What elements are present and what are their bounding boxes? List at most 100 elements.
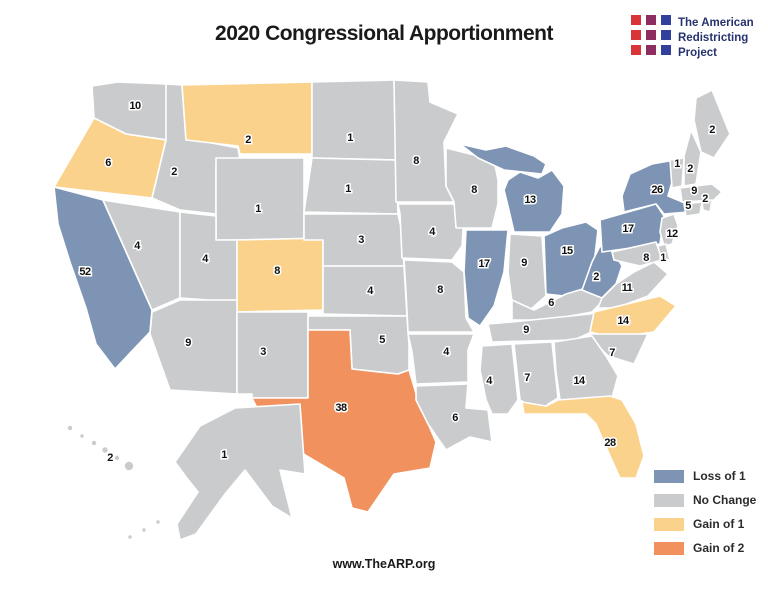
state-nd	[311, 79, 397, 161]
state-seats-label-ca: 52	[79, 266, 91, 278]
state-seats-label-nj: 12	[666, 228, 678, 240]
state-seats-label-in: 9	[521, 257, 527, 269]
logo-text: The American Redistricting Project	[678, 15, 754, 61]
state-seats-label-ks: 4	[367, 285, 374, 297]
state-ct	[683, 201, 703, 217]
state-seats-label-ct: 5	[685, 200, 691, 212]
state-nm	[236, 311, 309, 399]
state-seats-label-ia: 4	[429, 226, 436, 238]
state-seats-label-or: 6	[105, 157, 111, 169]
state-md	[611, 241, 663, 267]
state-seats-label-ak: 1	[221, 449, 227, 461]
state-ak-island	[154, 518, 162, 526]
state-seats-label-md: 8	[643, 252, 649, 264]
state-la	[415, 383, 493, 451]
logo-square	[646, 15, 656, 25]
logo-square	[661, 15, 671, 25]
state-seats-label-tx: 38	[335, 402, 347, 414]
logo-line-2: Redistricting	[678, 32, 749, 44]
state-va	[597, 261, 669, 309]
map-legend: Loss of 1 No Change Gain of 1 Gain of 2	[654, 464, 756, 560]
legend-swatch-nochange	[654, 493, 684, 507]
legend-label-gain1: Gain of 1	[693, 517, 745, 531]
state-seats-label-az: 9	[185, 337, 191, 349]
logo-square	[661, 45, 671, 55]
state-nh	[683, 129, 702, 187]
state-seats-label-il: 17	[478, 258, 490, 270]
footer-url: www.TheARP.org	[332, 557, 436, 571]
state-ak	[174, 403, 306, 541]
state-seats-label-mn: 8	[413, 155, 419, 167]
state-seats-label-ri: 2	[702, 193, 708, 205]
state-seats-label-pa: 17	[622, 223, 634, 235]
state-ga	[553, 335, 619, 401]
logo-square	[631, 30, 641, 40]
state-seats-label-nv: 4	[134, 240, 141, 252]
legend-item-gain2: Gain of 2	[654, 536, 756, 560]
legend-item-nochange: No Change	[654, 488, 756, 512]
state-vt	[669, 157, 685, 189]
state-seats-label-mi: 13	[524, 194, 536, 206]
logo-square	[646, 30, 656, 40]
state-seats-label-mo: 8	[437, 284, 443, 296]
state-mo	[403, 259, 475, 333]
state-seats-label-la: 6	[452, 412, 458, 424]
state-seats-label-nc: 14	[617, 315, 630, 327]
state-seats-label-fl: 28	[604, 437, 616, 449]
state-al	[513, 341, 559, 411]
state-seats-label-ar: 4	[443, 346, 450, 358]
state-seats-label-ky: 6	[548, 297, 554, 309]
state-seats-label-ut: 4	[202, 253, 209, 265]
state-seats-label-sd: 1	[345, 183, 351, 195]
state-hi-island	[113, 454, 121, 462]
state-seats-label-ma: 9	[691, 185, 697, 197]
state-co	[236, 237, 324, 313]
legend-swatch-gain2	[654, 541, 684, 555]
legend-item-loss1: Loss of 1	[654, 464, 756, 488]
state-seats-label-de: 1	[660, 252, 666, 264]
state-seats-label-wy: 1	[255, 203, 261, 215]
state-hi-island	[78, 432, 86, 440]
legend-swatch-loss1	[654, 469, 684, 483]
state-fl	[521, 395, 645, 479]
state-il	[463, 229, 509, 327]
state-az	[149, 299, 238, 395]
logo-square	[631, 15, 641, 25]
state-ar	[407, 333, 475, 385]
state-mi	[459, 143, 565, 233]
state-ma	[679, 183, 723, 203]
legend-swatch-gain1	[654, 517, 684, 531]
state-seats-label-ny: 26	[651, 184, 663, 196]
state-nc	[589, 295, 677, 339]
state-ms	[479, 343, 519, 415]
state-seats-label-va: 11	[622, 282, 633, 294]
state-sd	[303, 157, 399, 215]
logo-square	[661, 30, 671, 40]
state-seats-label-hi: 2	[107, 452, 113, 464]
state-seats-label-wi: 8	[471, 184, 477, 196]
page-title: 2020 Congressional Apportionment	[215, 22, 553, 45]
state-seats-label-ga: 14	[573, 375, 586, 387]
legend-label-nochange: No Change	[693, 493, 757, 507]
state-me	[693, 89, 731, 159]
logo-square	[631, 45, 641, 55]
state-seats-label-wv: 2	[593, 271, 599, 283]
state-seats-label-co: 8	[274, 265, 280, 277]
state-hi-island	[123, 460, 135, 472]
state-nj	[659, 213, 679, 247]
state-seats-label-wa: 10	[129, 100, 141, 112]
legend-item-gain1: Gain of 1	[654, 512, 756, 536]
logo-line-1: The American	[678, 17, 754, 29]
state-seats-label-ok: 5	[379, 334, 385, 346]
state-seats-label-nd: 1	[347, 132, 353, 144]
state-hi-island	[100, 445, 110, 455]
state-hi-island	[90, 439, 98, 447]
state-seats-label-tn: 9	[523, 324, 529, 336]
state-hi-island	[66, 424, 74, 432]
state-seats-label-id: 2	[171, 166, 177, 178]
state-seats-label-nm: 3	[260, 346, 266, 358]
state-ks	[322, 265, 408, 317]
legend-label-gain2: Gain of 2	[693, 541, 745, 555]
